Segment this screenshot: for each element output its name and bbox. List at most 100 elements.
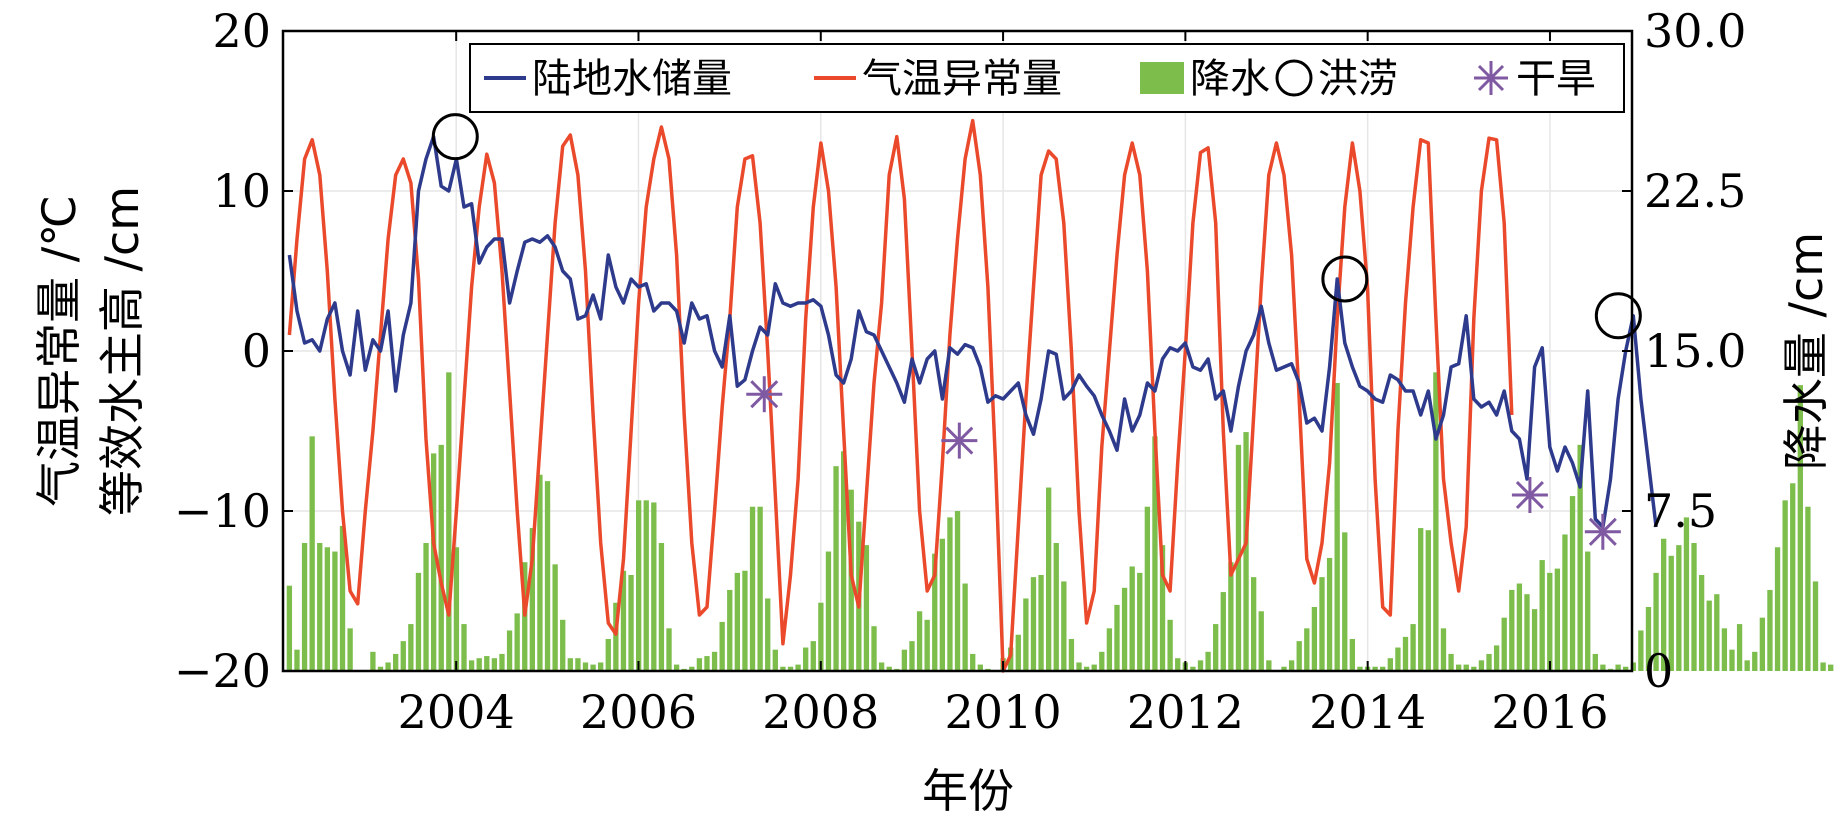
precip-bar-28 [499,653,505,671]
precip-bar-138 [1334,383,1340,671]
precip-bar-126 [1243,432,1249,671]
precip-bar-182 [1668,555,1674,671]
precip-bar-119 [1190,666,1196,671]
precip-bar-39 [582,662,589,671]
y-left-tick-label-1: 10 [212,164,271,218]
precip-bar-0 [286,585,293,671]
y-left-tick-label-4: −20 [174,644,271,698]
precip-bar-192 [1744,660,1750,671]
precip-bar-149 [1418,528,1424,671]
x-tick-label-1: 2006 [580,685,697,739]
precip-bar-124 [1228,562,1234,671]
y-right-tick-label-2: 15.0 [1644,324,1746,378]
precip-bar-67 [795,664,801,671]
precip-bar-12 [377,666,384,671]
legend-label-temp: 气温异常量 [862,56,1062,102]
y-axis-right-label: 降水量 /cm [1779,232,1833,470]
y-left-tick-label-0: 20 [212,4,271,58]
precip-bar-16 [408,624,414,671]
precip-bar-139 [1342,532,1348,671]
precip-bar-84 [924,619,930,671]
precip-bar-117 [1175,658,1181,671]
precip-bar-97 [1023,598,1029,671]
precip-bar-11 [370,651,376,671]
precip-bar-177 [1630,662,1636,671]
precip-bar-195 [1767,589,1773,671]
precip-bar-189 [1721,628,1728,671]
precip-bar-78 [878,662,885,671]
precip-bar-58 [727,589,733,671]
drought-marker-1 [941,422,978,459]
precip-bar-4 [317,543,323,671]
y-left-tick-label-3: −10 [174,484,271,538]
precip-bar-40 [590,664,596,671]
precip-bar-129 [1266,660,1272,671]
precip-bar-44 [620,570,627,671]
drought-marker-0 [746,376,783,413]
precip-bar-79 [886,666,892,671]
legend-swatch-flood [1275,59,1313,97]
precip-bar-128 [1258,611,1264,671]
precip-bar-50 [666,628,672,671]
precip-bar-88 [954,511,961,671]
precip-bar-164 [1531,609,1538,671]
precip-bar-187 [1706,600,1712,671]
legend-label-tws: 陆地水储量 [532,56,732,102]
precip-bar-155 [1463,664,1469,671]
precip-bar-153 [1448,653,1454,671]
precip-bar-120 [1197,660,1204,671]
precip-bar-98 [1030,577,1037,671]
precip-bar-123 [1220,592,1226,671]
precip-bar-162 [1516,583,1523,671]
precip-bar-188 [1714,594,1720,671]
precip-bar-70 [818,602,824,671]
legend-swatch-drought [1474,61,1508,95]
precip-bar-113 [1144,506,1151,671]
legend-swatch-precip [1140,62,1184,94]
y-right-tick-label-4: 0 [1644,644,1673,698]
precip-bar-105 [1083,666,1090,671]
precip-bar-85 [932,553,938,671]
precip-bar-82 [909,641,915,671]
precip-bar-5 [324,547,331,671]
precip-bar-136 [1319,577,1325,671]
precip-bar-157 [1478,660,1485,671]
x-tick-label-5: 2014 [1309,685,1426,739]
precip-bar-163 [1524,594,1530,671]
precip-bar-63 [765,598,771,671]
x-axis-label: 年份 [922,764,1014,818]
precip-bar-61 [749,506,756,671]
precip-bar-160 [1501,617,1507,671]
precip-bar-101 [1053,543,1059,671]
drought-marker-3 [1584,513,1621,550]
precip-bar-83 [916,611,923,671]
precip-bar-56 [711,651,718,671]
y-axis-left-label-line1: 气温异常量 /℃ [32,195,86,507]
precip-bar-38 [575,658,581,671]
precip-bar-42 [605,639,611,671]
precip-bar-64 [772,649,778,671]
precip-bar-29 [506,630,513,671]
precip-bar-33 [537,474,543,671]
precip-bar-165 [1539,560,1545,671]
x-tick-label-0: 2004 [398,685,515,739]
precip-bar-202 [1820,662,1826,671]
precip-bar-103 [1068,639,1075,671]
legend-label-flood: 洪涝 [1318,56,1398,102]
precip-bar-24 [468,660,475,671]
precip-bar-32 [529,528,536,671]
precip-bar-76 [863,545,870,671]
y-right-tick-label-0: 30.0 [1644,4,1746,58]
precip-bar-72 [833,466,839,671]
precip-bar-8 [347,628,353,671]
precip-bar-167 [1554,568,1561,671]
flood-marker-1 [1321,255,1369,303]
precip-bar-17 [415,572,422,671]
precip-bar-13 [385,662,391,671]
x-tick-label-2: 2008 [762,685,879,739]
precip-bar-30 [514,613,520,671]
precip-bar-100 [1045,487,1052,671]
precip-bar-1 [294,649,300,671]
y-axis-left-label-line2: 等效水主高 /cm [95,186,149,516]
precip-bar-161 [1509,589,1515,671]
